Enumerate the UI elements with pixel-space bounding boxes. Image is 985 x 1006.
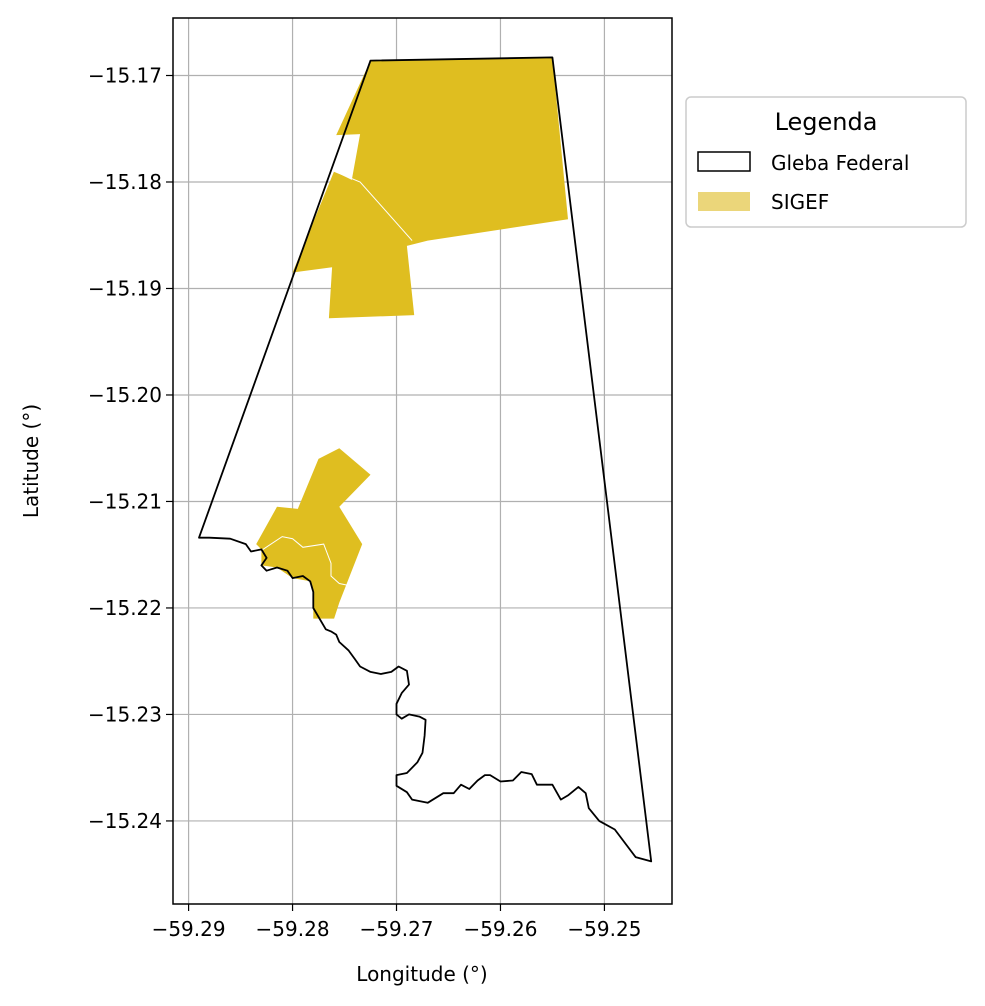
sigef-parcel-dividers	[257, 170, 413, 588]
legend-frame	[685, 96, 967, 228]
legend-swatch-gleba-federal	[697, 151, 751, 172]
legend-label-gleba-federal: Gleba Federal	[771, 151, 909, 175]
y-tick-label-0: −15.17	[88, 64, 162, 88]
x-tick-label-0: −59.29	[152, 917, 226, 941]
sigef-parcel-2	[256, 448, 371, 619]
gleba-federal-outline	[198, 56, 653, 863]
legend-label-sigef: SIGEF	[771, 190, 829, 214]
x-tick-label-4: −59.25	[567, 917, 641, 941]
y-axis-title: Latitude (°)	[19, 404, 43, 518]
y-tick-label-1: −15.18	[88, 170, 162, 194]
sigef-parcels	[256, 57, 568, 619]
sigef-divider-1	[333, 170, 413, 241]
legend-title: Legenda	[775, 108, 878, 136]
sigef-parcel-1	[292, 57, 568, 319]
y-tick-label-5: −15.22	[88, 596, 162, 620]
legend: Legenda Gleba Federal SIGEF	[685, 96, 967, 228]
y-tick-label-4: −15.21	[88, 489, 162, 513]
x-tick-label-2: −59.27	[360, 917, 434, 941]
plot-frame	[172, 17, 673, 905]
y-tick-label-7: −15.24	[88, 809, 162, 833]
x-tick-label-3: −59.26	[463, 917, 537, 941]
legend-swatch-sigef	[698, 192, 750, 211]
y-tick-label-6: −15.23	[88, 702, 162, 726]
y-tick-label-2: −15.19	[88, 276, 162, 300]
y-tick-label-3: −15.20	[88, 383, 162, 407]
x-tick-label-1: −59.28	[256, 917, 330, 941]
x-axis-ticks: −59.29 −59.28 −59.27 −59.26 −59.25	[152, 904, 641, 941]
y-axis-ticks: −15.17 −15.18 −15.19 −15.20 −15.21 −15.22 −15.…	[88, 64, 173, 833]
sigef-divider-2	[257, 536, 356, 588]
gleba-federal-boundary	[198, 56, 653, 863]
x-axis-title: Longitude (°)	[356, 962, 487, 986]
